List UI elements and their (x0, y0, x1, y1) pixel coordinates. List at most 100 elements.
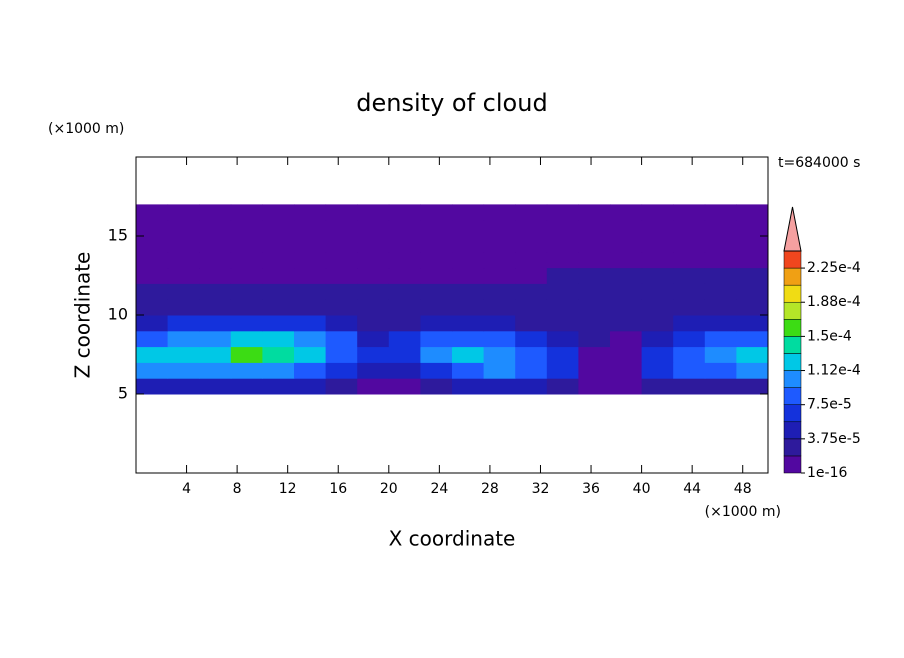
contour-cell (546, 283, 579, 300)
contour-cell (357, 220, 390, 237)
contour-cell (230, 330, 263, 348)
contour-cell (452, 283, 485, 300)
contour-cell (578, 204, 611, 221)
contour-cell (704, 346, 737, 363)
contour-cell (357, 251, 390, 269)
contour-cell (515, 267, 548, 284)
contour-cell (230, 315, 263, 332)
contour-cell (357, 204, 390, 221)
contour-cell (610, 236, 643, 253)
contour-cell (641, 220, 674, 237)
contour-cell (294, 220, 327, 237)
contour-cell (578, 346, 611, 363)
contour-cell (167, 267, 200, 284)
contour-cell (641, 251, 674, 269)
chart-title: density of cloud (356, 89, 547, 117)
contour-cell (578, 220, 611, 237)
contour-cell (136, 251, 169, 269)
contour-cell (420, 299, 453, 316)
colorbar-tick-label: 1.12e-4 (807, 363, 861, 379)
contour-cell (199, 299, 232, 316)
x-tick-label: 24 (430, 481, 448, 497)
contour-cell (452, 330, 485, 348)
contour-cell (230, 346, 263, 363)
contour-cell (325, 378, 358, 395)
contour-cell (641, 362, 674, 379)
contour-cell (420, 204, 453, 221)
contour-cell (136, 362, 169, 379)
contour-cell (578, 378, 611, 395)
contour-cell (736, 378, 769, 395)
contour-cell (578, 299, 611, 316)
contour-cell (610, 251, 643, 269)
contour-cell (673, 378, 706, 395)
contour-cell (357, 346, 390, 363)
contour-cell (578, 267, 611, 284)
contour-cell (136, 315, 169, 332)
contour-cell (546, 330, 579, 348)
x-tick-label: 4 (182, 481, 191, 497)
contour-cell (515, 330, 548, 348)
contour-cell (452, 251, 485, 269)
contour-cell (578, 251, 611, 269)
contour-cell (515, 315, 548, 332)
contour-cell (167, 251, 200, 269)
contour-cell (704, 299, 737, 316)
colorbar-extend (783, 206, 802, 252)
contour-cell (199, 236, 232, 253)
contour-cell (262, 204, 295, 221)
colorbar-tick-label: 2.25e-4 (807, 260, 861, 276)
contour-cell (578, 315, 611, 332)
contour-cell (294, 283, 327, 300)
contour-cell (546, 362, 579, 379)
contour-cell (199, 330, 232, 348)
contour-cell (736, 204, 769, 221)
x-tick-label: 48 (734, 481, 752, 497)
contour-cell (546, 267, 579, 284)
contour-cell (388, 220, 421, 237)
contour-cell (420, 267, 453, 284)
contour-cell (230, 362, 263, 379)
contour-cell (673, 330, 706, 348)
contour-cell (641, 330, 674, 348)
contour-cell (199, 346, 232, 363)
contour-cell (388, 236, 421, 253)
contour-cell (641, 346, 674, 363)
contour-cell (325, 204, 358, 221)
contour-cell (483, 378, 516, 395)
contour-cell (262, 299, 295, 316)
contour-cell (704, 236, 737, 253)
contour-cell (641, 315, 674, 332)
contour-cell (167, 299, 200, 316)
colorbar-band (783, 421, 802, 440)
contour-cell (704, 362, 737, 379)
contour-cell (483, 330, 516, 348)
contour-cell (325, 346, 358, 363)
contour-cell (673, 251, 706, 269)
contour-cell (736, 346, 769, 363)
contour-cell (610, 220, 643, 237)
contour-cell (515, 283, 548, 300)
contour-cell (420, 251, 453, 269)
contour-cell (546, 378, 579, 395)
contour-cell (262, 236, 295, 253)
colorbar-band (783, 438, 802, 457)
colorbar-band (783, 250, 802, 269)
contour-cell (388, 330, 421, 348)
contour-cell (262, 330, 295, 348)
colorbar-tick-label: 7.5e-5 (807, 397, 852, 413)
contour-cell (357, 236, 390, 253)
contour-cell (230, 267, 263, 284)
contour-cell (515, 220, 548, 237)
contour-cell (452, 378, 485, 395)
contour-cell (704, 330, 737, 348)
contour-cell (262, 315, 295, 332)
x-tick-label: 16 (329, 481, 347, 497)
contour-cell (483, 251, 516, 269)
x-tick-label: 28 (481, 481, 499, 497)
contour-cell (704, 315, 737, 332)
y-tick-label: 10 (108, 305, 128, 324)
contour-cell (230, 236, 263, 253)
contour-cell (704, 378, 737, 395)
contour-cell (325, 362, 358, 379)
